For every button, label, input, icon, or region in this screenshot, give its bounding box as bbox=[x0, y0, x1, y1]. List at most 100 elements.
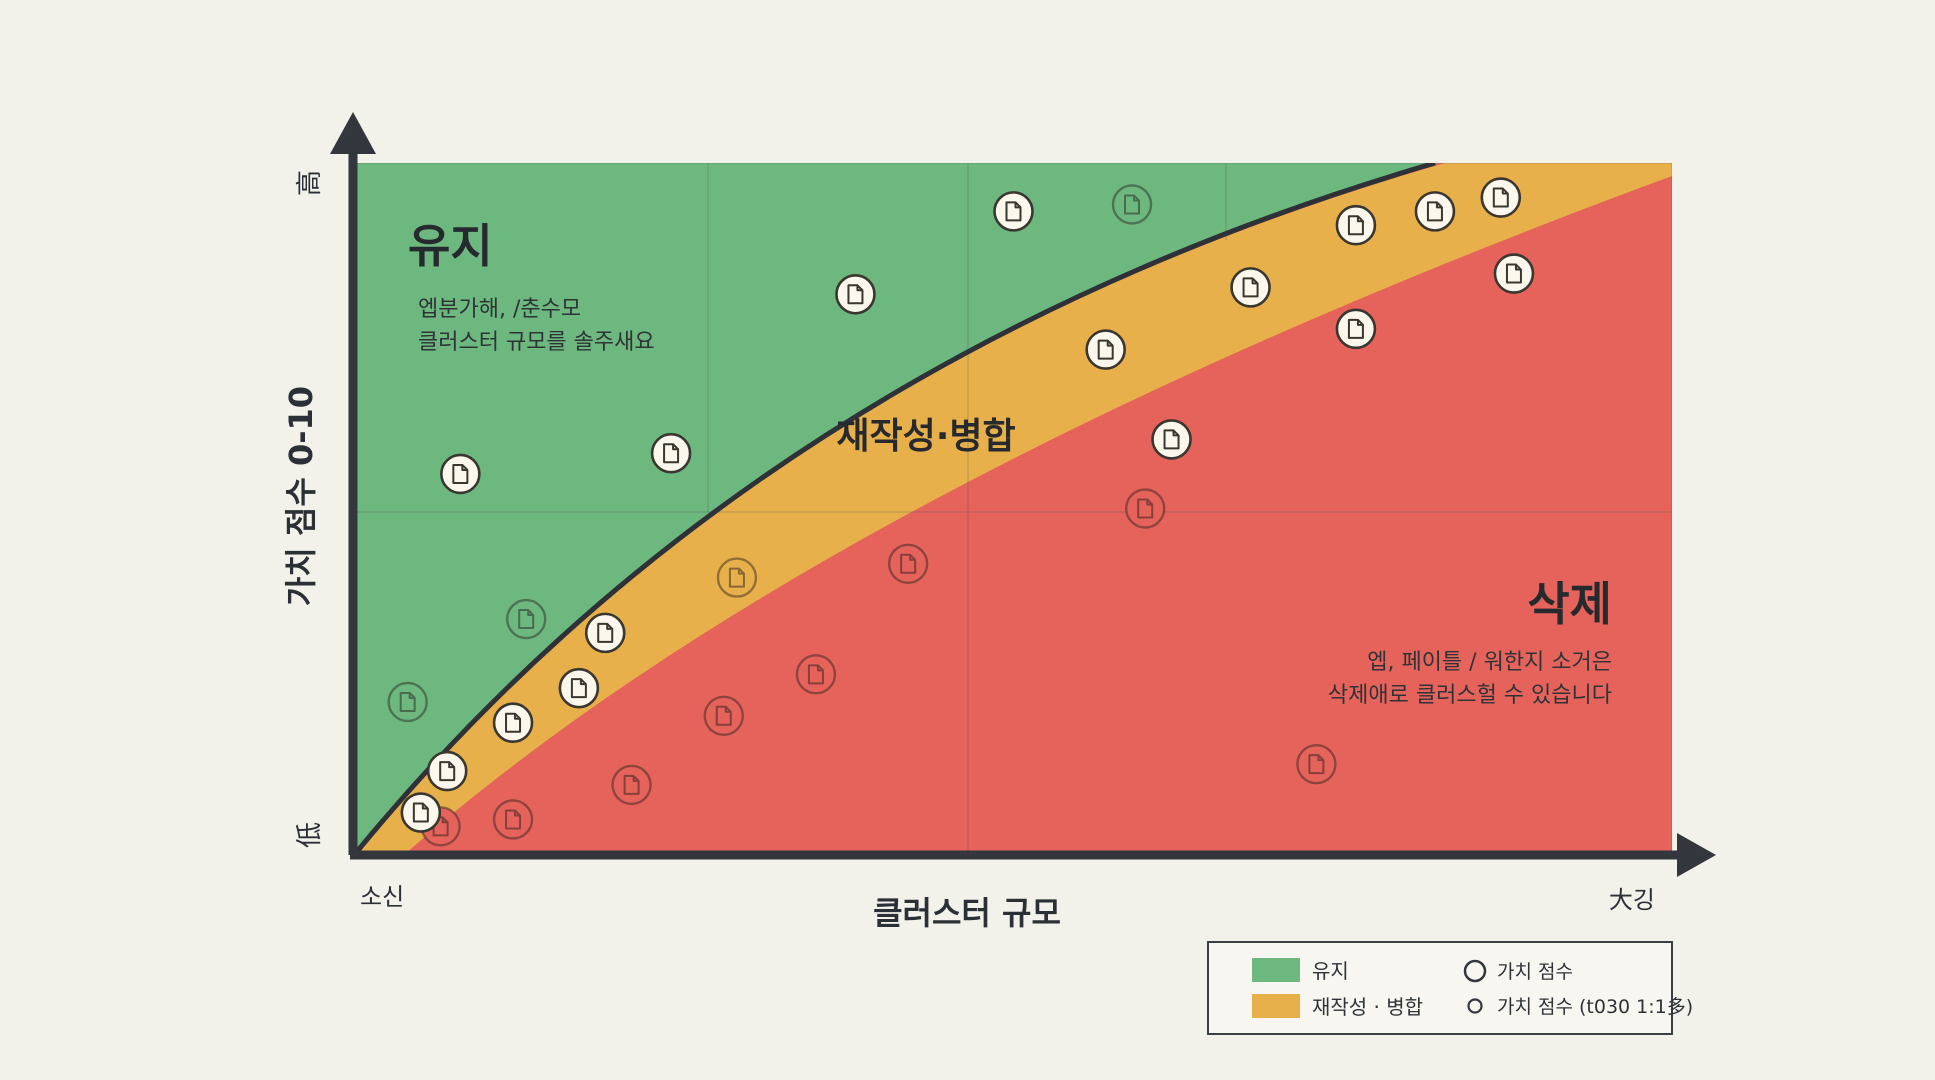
legend-marker-large bbox=[1463, 959, 1487, 983]
data-point-faded bbox=[387, 681, 428, 723]
document-icon bbox=[452, 463, 469, 484]
data-point-circle bbox=[440, 453, 481, 495]
legend-marker-small bbox=[1467, 998, 1483, 1014]
region-label-merge: 재작성·병합 bbox=[836, 416, 1015, 457]
document-icon bbox=[663, 443, 680, 464]
data-point bbox=[584, 612, 626, 654]
data-point-circle bbox=[492, 799, 534, 840]
data-point-circle bbox=[1085, 329, 1126, 370]
y-axis-label: 가치 점수 0-10 bbox=[282, 386, 320, 606]
data-point bbox=[400, 792, 442, 833]
legend-swatch-keep bbox=[1252, 958, 1300, 982]
legend-label-point-large: 가치 점수 bbox=[1497, 961, 1573, 983]
x-tick-low: 소신 bbox=[360, 883, 404, 911]
data-point bbox=[993, 191, 1034, 232]
legend-label-point-small: 가치 점수 (t030 1:1多) bbox=[1497, 996, 1693, 1018]
region-label-keep: 유지 bbox=[408, 219, 493, 273]
data-point-circle bbox=[703, 695, 744, 736]
data-point bbox=[1085, 329, 1126, 370]
data-point-circle bbox=[1335, 204, 1377, 246]
x-tick-high: 大깅 bbox=[1609, 886, 1655, 914]
data-point-faded bbox=[703, 695, 744, 736]
data-point-circle bbox=[506, 598, 547, 640]
data-point-faded bbox=[611, 764, 652, 806]
data-point-circle bbox=[1124, 488, 1166, 529]
data-point bbox=[426, 750, 468, 792]
data-point-circle bbox=[835, 273, 876, 315]
document-icon bbox=[1308, 754, 1325, 775]
data-point-circle bbox=[426, 750, 468, 792]
data-point-faded bbox=[492, 799, 534, 840]
points-layer bbox=[387, 177, 1535, 847]
document-icon bbox=[728, 567, 745, 588]
y-axis-arrow bbox=[330, 112, 376, 154]
document-icon bbox=[518, 609, 535, 630]
document-icon bbox=[1124, 194, 1141, 215]
document-icon bbox=[1163, 429, 1180, 450]
document-icon bbox=[1347, 215, 1364, 236]
document-icon bbox=[1505, 263, 1522, 284]
document-icon bbox=[1242, 277, 1259, 298]
region-desc-delete-line2: 삭제애로 클러스헐 수 있습니다 bbox=[1328, 683, 1612, 708]
data-point bbox=[1230, 267, 1271, 308]
document-icon bbox=[1492, 187, 1509, 208]
data-point-circle bbox=[716, 557, 758, 598]
document-icon bbox=[1005, 201, 1022, 222]
document-icon bbox=[505, 809, 522, 830]
data-point-faded bbox=[795, 654, 837, 695]
legend-box bbox=[1207, 941, 1673, 1035]
document-icon bbox=[1137, 498, 1154, 519]
data-point-faded bbox=[1124, 488, 1166, 529]
data-point bbox=[1493, 253, 1535, 294]
grid bbox=[355, 163, 1672, 854]
region-desc-delete-line1: 엡, 페이틀 / 워한지 소거은 bbox=[1367, 650, 1612, 675]
data-point bbox=[1151, 419, 1192, 460]
document-icon bbox=[715, 705, 732, 726]
data-point-circle bbox=[1480, 177, 1522, 218]
data-point-circle bbox=[650, 432, 692, 474]
boundary-line bbox=[355, 163, 1436, 854]
legend-swatch-merge bbox=[1252, 994, 1300, 1018]
y-tick-high: 高 bbox=[295, 170, 325, 196]
data-point-circle bbox=[558, 667, 600, 709]
data-point-circle bbox=[1296, 743, 1337, 785]
data-point-circle bbox=[1230, 267, 1271, 308]
region-desc-keep-line1: 엡분가해, /춘수모 bbox=[418, 297, 581, 322]
data-point-faded bbox=[1111, 184, 1153, 225]
data-point bbox=[492, 702, 534, 744]
data-point-circle bbox=[387, 681, 428, 723]
data-point-circle bbox=[492, 702, 534, 744]
data-point-faded bbox=[716, 557, 758, 598]
document-icon bbox=[597, 622, 614, 643]
region-label-delete: 삭제 bbox=[1527, 577, 1612, 631]
document-icon bbox=[570, 678, 587, 699]
document-icon bbox=[847, 284, 864, 305]
data-point bbox=[1335, 308, 1377, 350]
region-desc-keep-line2: 클러스터 규모를 솔주새요 bbox=[418, 330, 655, 355]
document-icon bbox=[399, 691, 416, 712]
data-point-faded bbox=[887, 543, 929, 584]
data-point bbox=[835, 273, 876, 315]
data-point bbox=[1480, 177, 1522, 218]
document-icon bbox=[505, 712, 522, 733]
data-point-circle bbox=[611, 764, 652, 806]
document-icon bbox=[623, 774, 640, 795]
document-icon bbox=[412, 802, 429, 823]
document-icon bbox=[807, 664, 824, 685]
data-point-circle bbox=[1493, 253, 1535, 294]
data-point-circle bbox=[993, 191, 1034, 232]
x-axis-arrow bbox=[1677, 833, 1716, 877]
data-point bbox=[558, 667, 600, 709]
data-point-circle bbox=[584, 612, 626, 654]
data-point-circle bbox=[795, 654, 837, 695]
region-keep bbox=[355, 163, 1435, 854]
document-icon bbox=[1097, 339, 1114, 360]
data-point-circle bbox=[1414, 191, 1456, 232]
legend-label-keep: 유지 bbox=[1312, 959, 1349, 983]
legend-label-merge: 재작성 · 병합 bbox=[1312, 995, 1423, 1019]
data-point-circle bbox=[400, 792, 442, 833]
data-point-circle bbox=[1151, 419, 1192, 460]
document-icon bbox=[439, 761, 456, 782]
data-point bbox=[1414, 191, 1456, 232]
